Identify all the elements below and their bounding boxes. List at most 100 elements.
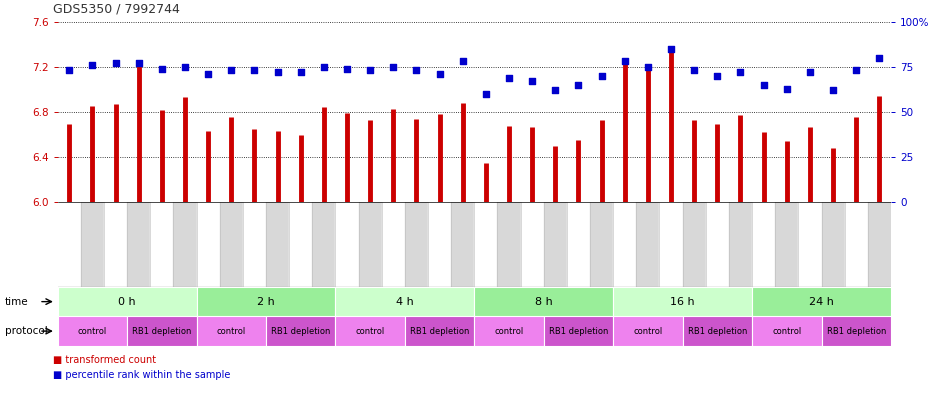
- Point: [733, 69, 748, 75]
- Bar: [451, 202, 474, 287]
- Point: [571, 82, 586, 88]
- Bar: [405, 316, 474, 346]
- Point: [432, 71, 447, 77]
- Text: ■ percentile rank within the sample: ■ percentile rank within the sample: [53, 370, 231, 380]
- Point: [201, 71, 216, 77]
- Bar: [776, 202, 798, 287]
- Point: [154, 66, 169, 72]
- Bar: [266, 202, 289, 287]
- Point: [826, 87, 841, 94]
- Point: [85, 62, 100, 68]
- Point: [108, 60, 123, 66]
- Text: RB1 depletion: RB1 depletion: [549, 327, 608, 336]
- Point: [270, 69, 285, 75]
- Text: control: control: [772, 327, 802, 336]
- Bar: [405, 202, 428, 287]
- Point: [61, 67, 76, 73]
- Text: control: control: [78, 327, 107, 336]
- Bar: [219, 202, 243, 287]
- Bar: [636, 202, 659, 287]
- Text: control: control: [633, 327, 662, 336]
- Point: [224, 67, 239, 73]
- Text: RB1 depletion: RB1 depletion: [271, 327, 330, 336]
- Text: RB1 depletion: RB1 depletion: [410, 327, 470, 336]
- Point: [456, 58, 471, 64]
- Point: [316, 64, 331, 70]
- Point: [664, 46, 679, 52]
- Point: [247, 67, 262, 73]
- Bar: [81, 202, 104, 287]
- Bar: [173, 202, 196, 287]
- Text: control: control: [495, 327, 524, 336]
- Text: RB1 depletion: RB1 depletion: [132, 327, 192, 336]
- Bar: [498, 202, 521, 287]
- Bar: [58, 287, 196, 316]
- Point: [779, 85, 794, 92]
- Bar: [752, 287, 891, 316]
- Bar: [336, 316, 405, 346]
- Text: 24 h: 24 h: [809, 297, 834, 307]
- Point: [548, 87, 563, 94]
- Point: [849, 67, 864, 73]
- Bar: [359, 202, 381, 287]
- Point: [501, 75, 516, 81]
- Text: time: time: [5, 297, 28, 307]
- Bar: [151, 202, 173, 287]
- Bar: [683, 316, 752, 346]
- Bar: [381, 202, 405, 287]
- Bar: [243, 202, 266, 287]
- Bar: [266, 316, 336, 346]
- Point: [178, 64, 193, 70]
- Point: [641, 64, 656, 70]
- Bar: [590, 202, 613, 287]
- Point: [618, 58, 632, 64]
- Bar: [196, 316, 266, 346]
- Point: [686, 67, 701, 73]
- Bar: [196, 202, 219, 287]
- Point: [478, 91, 493, 97]
- Bar: [613, 287, 752, 316]
- Bar: [127, 316, 196, 346]
- Text: 2 h: 2 h: [257, 297, 275, 307]
- Text: 16 h: 16 h: [671, 297, 695, 307]
- Bar: [868, 202, 891, 287]
- Bar: [104, 202, 127, 287]
- Bar: [474, 287, 613, 316]
- Bar: [613, 316, 683, 346]
- Point: [710, 73, 724, 79]
- Bar: [613, 202, 636, 287]
- Bar: [659, 202, 683, 287]
- Bar: [336, 202, 359, 287]
- Bar: [821, 202, 844, 287]
- Point: [803, 69, 817, 75]
- Bar: [567, 202, 590, 287]
- Text: RB1 depletion: RB1 depletion: [827, 327, 886, 336]
- Bar: [58, 316, 127, 346]
- Point: [386, 64, 401, 70]
- Point: [756, 82, 771, 88]
- Bar: [336, 287, 474, 316]
- Bar: [752, 202, 776, 287]
- Bar: [196, 287, 336, 316]
- Point: [363, 67, 378, 73]
- Point: [131, 60, 146, 66]
- Bar: [474, 316, 544, 346]
- Point: [594, 73, 609, 79]
- Text: ■ transformed count: ■ transformed count: [53, 354, 156, 365]
- Bar: [706, 202, 729, 287]
- Point: [339, 66, 354, 72]
- Bar: [312, 202, 336, 287]
- Text: control: control: [217, 327, 246, 336]
- Point: [872, 55, 887, 61]
- Bar: [58, 202, 81, 287]
- Point: [525, 78, 539, 84]
- Text: control: control: [355, 327, 385, 336]
- Bar: [544, 202, 567, 287]
- Bar: [844, 202, 868, 287]
- Text: GDS5350 / 7992744: GDS5350 / 7992744: [53, 3, 179, 16]
- Point: [409, 67, 424, 73]
- Bar: [521, 202, 544, 287]
- Bar: [289, 202, 312, 287]
- Text: 8 h: 8 h: [535, 297, 552, 307]
- Bar: [428, 202, 451, 287]
